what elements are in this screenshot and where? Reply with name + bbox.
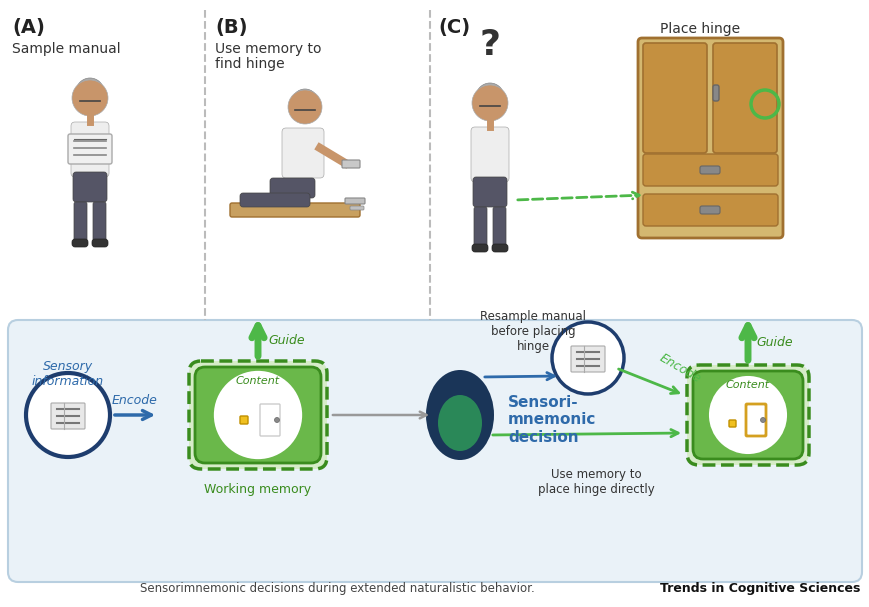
FancyBboxPatch shape [349,206,363,210]
Text: Content: Content [725,379,769,390]
Text: (B): (B) [215,18,247,37]
FancyBboxPatch shape [51,403,85,429]
FancyBboxPatch shape [642,194,777,226]
FancyBboxPatch shape [713,43,776,153]
Circle shape [76,78,104,106]
Circle shape [26,373,109,457]
Circle shape [288,90,322,124]
Circle shape [292,89,318,115]
Text: Sensory
information: Sensory information [32,360,104,388]
FancyBboxPatch shape [240,416,248,424]
Circle shape [475,83,503,111]
Text: Place hinge: Place hinge [660,22,740,36]
FancyBboxPatch shape [92,239,108,247]
Text: Content: Content [235,376,280,385]
FancyBboxPatch shape [8,320,861,582]
FancyBboxPatch shape [713,85,718,101]
FancyBboxPatch shape [282,128,323,178]
Text: Sample manual: Sample manual [12,42,121,56]
Text: find hinge: find hinge [215,57,284,71]
FancyBboxPatch shape [700,206,720,214]
Ellipse shape [437,395,481,451]
Circle shape [275,418,279,422]
FancyBboxPatch shape [470,127,508,182]
FancyBboxPatch shape [72,239,88,247]
FancyBboxPatch shape [195,367,321,463]
Circle shape [472,85,507,121]
FancyBboxPatch shape [269,178,315,198]
Circle shape [214,371,302,459]
FancyBboxPatch shape [240,193,309,207]
Circle shape [72,80,108,116]
FancyBboxPatch shape [472,244,488,252]
FancyBboxPatch shape [68,134,112,164]
FancyBboxPatch shape [473,177,507,207]
FancyBboxPatch shape [74,202,87,242]
Text: Working memory: Working memory [204,483,311,496]
FancyBboxPatch shape [745,404,765,436]
FancyBboxPatch shape [642,43,706,153]
FancyBboxPatch shape [342,160,360,168]
FancyBboxPatch shape [637,38,782,238]
FancyBboxPatch shape [71,122,109,177]
Ellipse shape [426,370,494,460]
FancyBboxPatch shape [493,207,506,247]
FancyBboxPatch shape [700,166,720,174]
Circle shape [760,418,765,422]
FancyBboxPatch shape [73,172,107,202]
FancyBboxPatch shape [229,203,360,217]
Circle shape [551,322,623,394]
Text: Resample manual
before placing
hinge: Resample manual before placing hinge [480,310,586,353]
Text: (C): (C) [437,18,469,37]
FancyBboxPatch shape [687,365,808,465]
FancyBboxPatch shape [642,154,777,186]
Text: Guide: Guide [268,333,304,347]
Text: Use memory to
place hinge directly: Use memory to place hinge directly [537,468,653,496]
FancyBboxPatch shape [693,371,802,459]
Text: Sensorimnemonic decisions during extended naturalistic behavior.: Sensorimnemonic decisions during extende… [140,582,534,595]
FancyBboxPatch shape [189,361,327,469]
Text: Encode: Encode [656,351,702,385]
FancyBboxPatch shape [93,202,106,242]
FancyBboxPatch shape [728,420,735,427]
Text: Trends in Cognitive Sciences: Trends in Cognitive Sciences [659,582,859,595]
Text: ?: ? [479,28,500,62]
FancyBboxPatch shape [492,244,507,252]
FancyBboxPatch shape [260,404,280,436]
FancyBboxPatch shape [474,207,487,247]
Circle shape [708,376,786,454]
FancyBboxPatch shape [570,346,604,372]
Text: Guide: Guide [755,336,792,348]
FancyBboxPatch shape [345,198,365,204]
Text: Encode: Encode [112,394,158,407]
Text: Use memory to: Use memory to [215,42,322,56]
Text: (A): (A) [12,18,45,37]
Text: Sensori-
mnemonic
decision: Sensori- mnemonic decision [507,395,595,445]
